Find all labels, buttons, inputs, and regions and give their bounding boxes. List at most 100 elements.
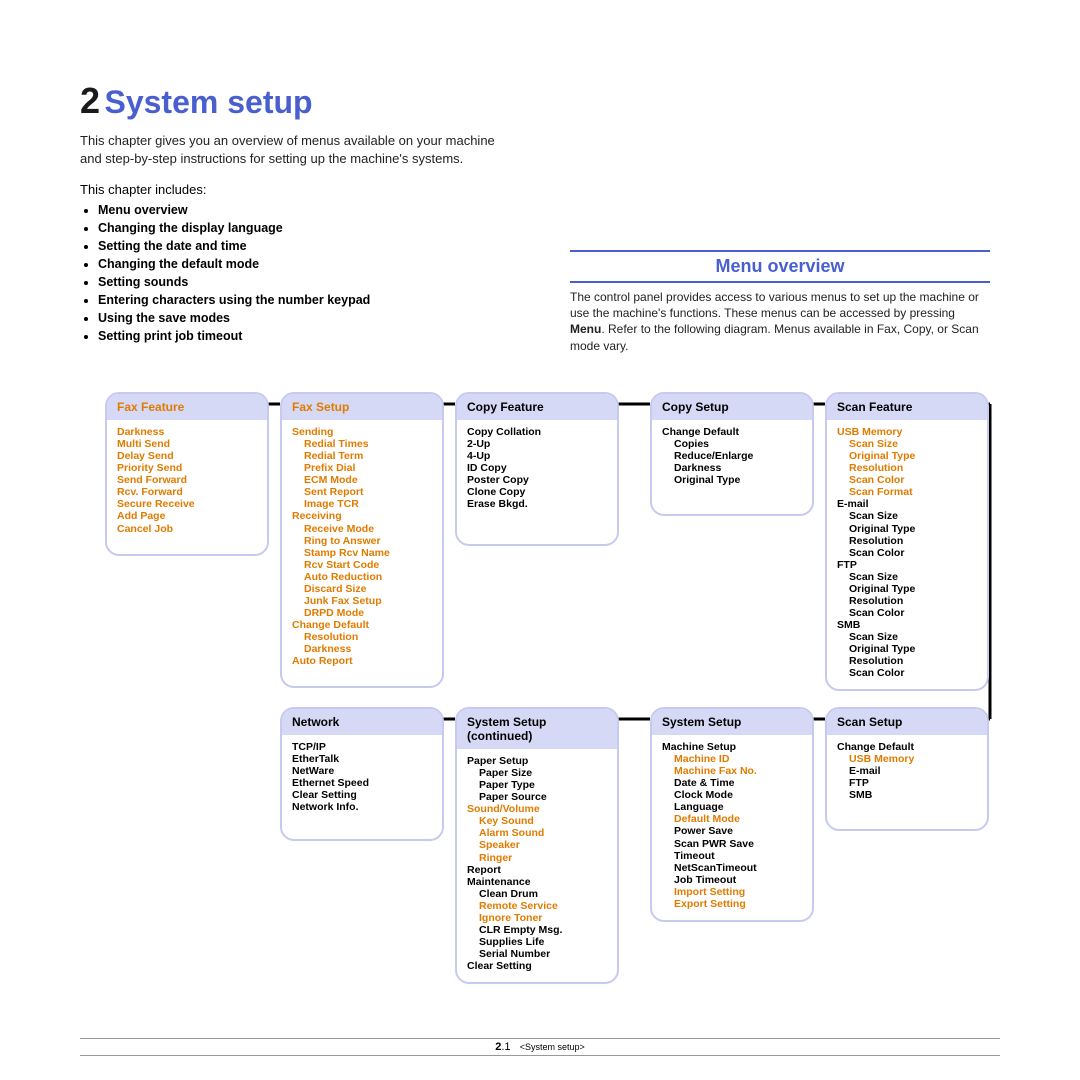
menu-item: Erase Bkgd.	[467, 498, 611, 510]
menu-item: Darkness	[304, 643, 436, 655]
menu-item: USB Memory	[837, 426, 981, 438]
menu-item: Export Setting	[674, 898, 806, 910]
chapter-number: 2	[80, 80, 100, 121]
page: 2 System setup This chapter gives you an…	[0, 0, 1080, 1080]
menu-item: Sending	[292, 426, 436, 438]
menu-item: Scan Format	[849, 486, 981, 498]
menu-item: Clear Setting	[292, 789, 436, 801]
menu-box-body: Change DefaultCopiesReduce/EnlargeDarkne…	[652, 420, 812, 496]
intro-line1: This chapter gives you an overview of me…	[80, 133, 495, 148]
menu-item: Auto Reduction	[304, 571, 436, 583]
menu-item: Discard Size	[304, 583, 436, 595]
menu-box-title: Scan Feature	[827, 394, 987, 420]
menu-box-fax-feature: Fax FeatureDarknessMulti SendDelay SendP…	[105, 392, 269, 556]
menu-item: Rcv Start Code	[304, 559, 436, 571]
footer-sub: .1	[501, 1041, 510, 1053]
menu-item: Delay Send	[117, 450, 261, 462]
menu-item: Add Page	[117, 510, 261, 522]
menu-item: Poster Copy	[467, 474, 611, 486]
menu-item: Timeout	[674, 850, 806, 862]
menu-item: Alarm Sound	[479, 827, 611, 839]
menu-item: Receive Mode	[304, 523, 436, 535]
chapter-intro: This chapter gives you an overview of me…	[80, 132, 560, 168]
menu-box-copy-feature: Copy FeatureCopy Collation2-Up4-UpID Cop…	[455, 392, 619, 546]
menu-box-title: Scan Setup	[827, 709, 987, 735]
menu-item: Ignore Toner	[479, 912, 611, 924]
menu-box-network: NetworkTCP/IPEtherTalkNetWareEthernet Sp…	[280, 707, 444, 841]
menu-item: Resolution	[849, 655, 981, 667]
menu-item: Copy Collation	[467, 426, 611, 438]
menu-item: Resolution	[849, 462, 981, 474]
menu-box-body: DarknessMulti SendDelay SendPriority Sen…	[107, 420, 267, 545]
menu-item: Darkness	[117, 426, 261, 438]
section-body-bold: Menu	[570, 322, 601, 336]
menu-box-title: Fax Setup	[282, 394, 442, 420]
menu-item: Supplies Life	[479, 936, 611, 948]
menu-item: Rcv. Forward	[117, 486, 261, 498]
menu-box-system-setup2: System Setup (continued)Paper SetupPaper…	[455, 707, 619, 984]
menu-item: Junk Fax Setup	[304, 595, 436, 607]
footer-label: <System setup>	[520, 1042, 585, 1052]
menu-item: Paper Type	[479, 779, 611, 791]
menu-item: Redial Term	[304, 450, 436, 462]
menu-item: Cancel Job	[117, 523, 261, 535]
menu-item: Priority Send	[117, 462, 261, 474]
menu-item: TCP/IP	[292, 741, 436, 753]
menu-item: NetScanTimeout	[674, 862, 806, 874]
menu-box-title: Network	[282, 709, 442, 735]
menu-box-scan-feature: Scan FeatureUSB MemoryScan SizeOriginal …	[825, 392, 989, 691]
section-body: The control panel provides access to var…	[570, 289, 990, 354]
menu-item: Clock Mode	[674, 789, 806, 801]
menu-item: Original Type	[849, 583, 981, 595]
menu-item: Paper Source	[479, 791, 611, 803]
menu-item: Reduce/Enlarge	[674, 450, 806, 462]
menu-item: Scan Size	[849, 571, 981, 583]
toc-item: Menu overview	[98, 203, 990, 217]
menu-item: Power Save	[674, 825, 806, 837]
menu-item: Import Setting	[674, 886, 806, 898]
menu-item: Prefix Dial	[304, 462, 436, 474]
menu-item: Change Default	[662, 426, 806, 438]
section-rule-top	[570, 250, 990, 252]
menu-item: Sound/Volume	[467, 803, 611, 815]
page-footer: 2.1 <System setup>	[80, 1038, 1000, 1056]
section-menu-overview: Menu overview The control panel provides…	[570, 250, 990, 354]
menu-item: Clone Copy	[467, 486, 611, 498]
menu-box-copy-setup: Copy SetupChange DefaultCopiesReduce/Enl…	[650, 392, 814, 516]
menu-item: Original Type	[674, 474, 806, 486]
intro-line2: and step-by-step instructions for settin…	[80, 151, 463, 166]
menu-box-title: Copy Feature	[457, 394, 617, 420]
menu-item: EtherTalk	[292, 753, 436, 765]
menu-item: Remote Service	[479, 900, 611, 912]
menu-item: USB Memory	[849, 753, 981, 765]
menu-item: Serial Number	[479, 948, 611, 960]
toc-item: Changing the display language	[98, 221, 990, 235]
toc-heading: This chapter includes:	[80, 182, 990, 197]
menu-item: Scan PWR Save	[674, 838, 806, 850]
menu-item: Network Info.	[292, 801, 436, 813]
menu-item: Maintenance	[467, 876, 611, 888]
menu-diagram: Fax FeatureDarknessMulti SendDelay SendP…	[80, 392, 1000, 1002]
menu-item: Ring to Answer	[304, 535, 436, 547]
section-body-post: . Refer to the following diagram. Menus …	[570, 322, 979, 352]
menu-item: Scan Color	[849, 547, 981, 559]
menu-item: FTP	[837, 559, 981, 571]
menu-item: Scan Color	[849, 607, 981, 619]
menu-box-system-setup1: System SetupMachine SetupMachine IDMachi…	[650, 707, 814, 922]
menu-box-body: SendingRedial TimesRedial TermPrefix Dia…	[282, 420, 442, 677]
menu-item: Clear Setting	[467, 960, 611, 972]
menu-item: Change Default	[292, 619, 436, 631]
menu-item: Scan Size	[849, 438, 981, 450]
menu-item: Send Forward	[117, 474, 261, 486]
menu-item: NetWare	[292, 765, 436, 777]
menu-item: Resolution	[304, 631, 436, 643]
menu-item: Report	[467, 864, 611, 876]
menu-box-body: Copy Collation2-Up4-UpID CopyPoster Copy…	[457, 420, 617, 520]
menu-item: ID Copy	[467, 462, 611, 474]
menu-item: Paper Size	[479, 767, 611, 779]
menu-box-body: Change DefaultUSB MemoryE-mailFTPSMB	[827, 735, 987, 811]
menu-item: Secure Receive	[117, 498, 261, 510]
menu-item: Machine ID	[674, 753, 806, 765]
chapter-heading: 2 System setup	[80, 80, 990, 122]
menu-item: Original Type	[849, 643, 981, 655]
